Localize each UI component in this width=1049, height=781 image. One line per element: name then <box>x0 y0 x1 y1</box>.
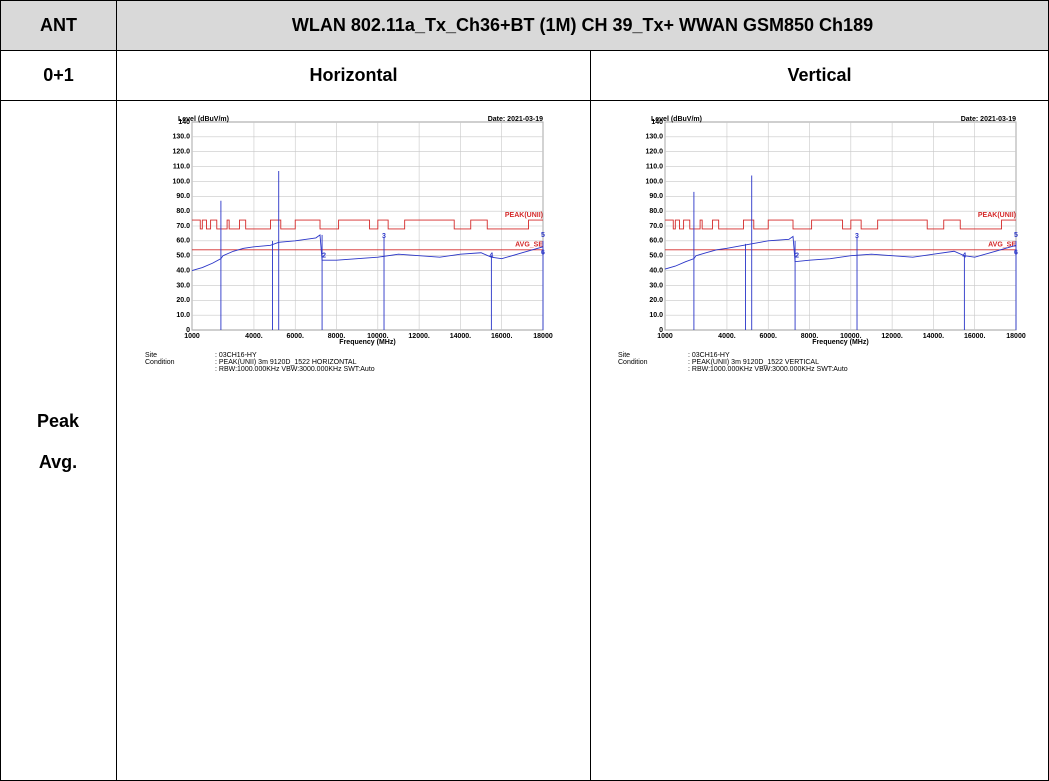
header-cell: ANT <box>0 0 117 51</box>
y-tick-label: 110.0 <box>173 163 190 170</box>
y-tick-label: 10.0 <box>176 312 190 319</box>
y-tick-label: 70.0 <box>649 223 663 230</box>
x-tick-label: 8000. <box>328 333 346 340</box>
marker-label: 6 <box>541 250 545 257</box>
y-tick-label: 100.0 <box>645 178 663 185</box>
marker-label: 5 <box>541 232 545 239</box>
x-tick-label: 8000. <box>801 333 819 340</box>
y-tick-label: 20.0 <box>176 297 190 304</box>
x-axis-label: Frequency (MHz) <box>812 339 868 346</box>
y-tick-label: 120.0 <box>645 149 663 156</box>
x-tick-label: 12000. <box>881 333 902 340</box>
note-label: Condition <box>145 359 175 366</box>
x-tick-label: 12000. <box>408 333 429 340</box>
x-tick-label: 16000. <box>491 333 512 340</box>
y-tick-label: 90.0 <box>649 193 663 200</box>
x-tick-label: 4000. <box>245 333 263 340</box>
limit-label: AVG_SE <box>988 242 1016 249</box>
note-text: : RBW:1000.000KHz VBW:3000.000KHz SWT:Au… <box>688 366 848 373</box>
marker-label: 3 <box>855 233 859 240</box>
marker-label: 2 <box>795 253 799 260</box>
x-tick-label: 1000 <box>184 333 200 340</box>
x-tick-label: 10000. <box>367 333 388 340</box>
y-tick-label: 10.0 <box>649 312 663 319</box>
note-text: : PEAK(UNII) 3m 9120D_1522 VERTICAL <box>688 359 819 366</box>
y-axis-label: Level (dBuV/m) <box>651 116 702 123</box>
date-label: Date: 2021-03-19 <box>488 116 543 123</box>
y-tick-label: 110.0 <box>646 163 663 170</box>
x-tick-label: 18000 <box>533 333 553 340</box>
y-axis-label: Level (dBuV/m) <box>178 116 229 123</box>
y-tick-label: 140 <box>178 119 190 126</box>
note-label: Condition <box>618 359 648 366</box>
x-axis-label: Frequency (MHz) <box>339 339 395 346</box>
row-label: Avg. <box>38 452 78 472</box>
y-tick-label: 80.0 <box>649 208 663 215</box>
series-line <box>191 234 544 272</box>
limit-label: AVG_SE <box>515 242 543 249</box>
note-text: : 03CH16-HY <box>688 352 730 359</box>
y-tick-label: 50.0 <box>176 253 190 260</box>
x-tick-label: 6000. <box>286 333 304 340</box>
x-tick-label: 4000. <box>718 333 736 340</box>
y-tick-label: 70.0 <box>176 223 190 230</box>
note-label: Site <box>618 352 630 359</box>
marker-label: 4 <box>489 253 493 260</box>
x-tick-label: 16000. <box>964 333 985 340</box>
y-tick-label: 20.0 <box>649 297 663 304</box>
marker-label: 6 <box>1014 250 1018 257</box>
y-tick-label: 0 <box>186 327 190 334</box>
y-tick-label: 130.0 <box>645 134 663 141</box>
limit-label: PEAK(UNII) <box>505 212 543 219</box>
x-tick-label: 18000 <box>1006 333 1026 340</box>
y-tick-label: 130.0 <box>172 134 190 141</box>
note-text: : PEAK(UNII) 3m 9120D_1522 HORIZONTAL <box>215 359 357 366</box>
row-label: Peak <box>36 411 80 431</box>
y-tick-label: 120.0 <box>172 149 190 156</box>
series-line <box>664 235 1017 270</box>
limit-label: PEAK(UNII) <box>978 212 1016 219</box>
y-tick-label: 140 <box>651 119 663 126</box>
y-tick-label: 30.0 <box>649 282 663 289</box>
y-tick-label: 40.0 <box>649 267 663 274</box>
y-tick-label: 40.0 <box>176 267 190 274</box>
y-tick-label: 80.0 <box>176 208 190 215</box>
marker-label: 4 <box>962 253 966 260</box>
series-line <box>192 219 543 230</box>
x-tick-label: 1000 <box>657 333 673 340</box>
marker-label: 5 <box>1014 232 1018 239</box>
y-tick-label: 100.0 <box>172 178 190 185</box>
y-tick-label: 0 <box>659 327 663 334</box>
y-tick-label: 60.0 <box>649 238 663 245</box>
y-tick-label: 60.0 <box>176 238 190 245</box>
note-text: : RBW:1000.000KHz VBW:3000.000KHz SWT:Au… <box>215 366 375 373</box>
x-tick-label: 10000. <box>840 333 861 340</box>
y-tick-label: 90.0 <box>176 193 190 200</box>
marker-label: 2 <box>322 253 326 260</box>
marker-label: 3 <box>382 233 386 240</box>
x-tick-label: 14000. <box>923 333 944 340</box>
series-line <box>665 219 1016 230</box>
date-label: Date: 2021-03-19 <box>961 116 1016 123</box>
x-tick-label: 14000. <box>450 333 471 340</box>
y-tick-label: 50.0 <box>649 253 663 260</box>
x-tick-label: 6000. <box>759 333 777 340</box>
note-text: : 03CH16-HY <box>215 352 257 359</box>
y-tick-label: 30.0 <box>176 282 190 289</box>
note-label: Site <box>145 352 157 359</box>
